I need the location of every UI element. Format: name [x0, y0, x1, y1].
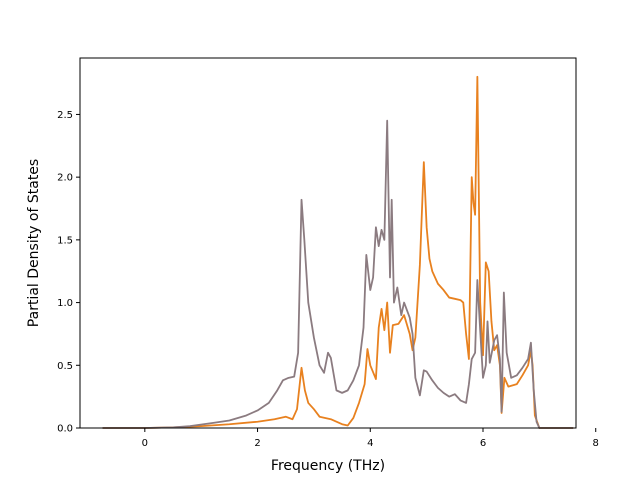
x-tick-label: 4 [367, 438, 373, 449]
plot-frame [79, 57, 577, 429]
y-axis-label: Partial Density of States [26, 159, 42, 327]
y-tick-label: 1.5 [57, 235, 73, 246]
series-line-1 [102, 75, 574, 429]
y-tick-label: 2.0 [57, 173, 73, 184]
x-tick-label: 0 [142, 438, 148, 449]
y-tick-label: 1.0 [57, 298, 73, 309]
x-tick-label: 8 [593, 438, 599, 449]
y-tick-label: 2.5 [57, 110, 73, 121]
x-tick-label: 2 [254, 438, 260, 449]
x-axis-label: Frequency (THz) [271, 458, 385, 474]
y-tick-label: 0.5 [57, 361, 73, 372]
series-layer [102, 75, 574, 429]
x-tick-label: 6 [480, 438, 486, 449]
x-axis-ticks: 0 2 4 6 8 [142, 428, 599, 449]
y-axis-ticks: 0.0 0.5 1.0 1.5 2.0 2.5 [57, 110, 80, 435]
y-tick-label: 0.0 [57, 424, 73, 435]
series-line-2 [102, 119, 574, 429]
